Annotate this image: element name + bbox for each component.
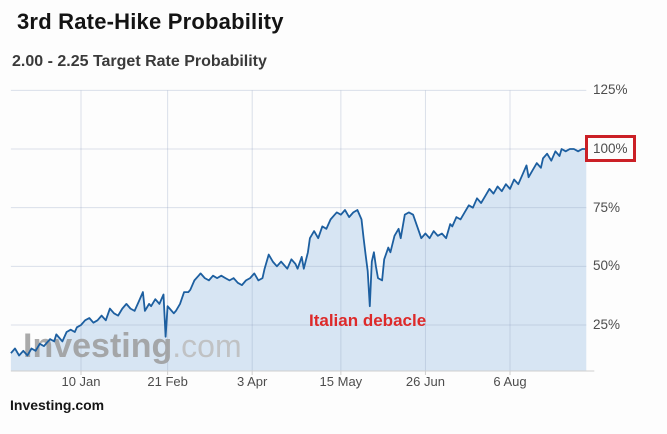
x-axis-label: 21 Feb [147, 374, 188, 389]
y-axis-label: 75% [593, 199, 621, 215]
x-axis-label: 3 Apr [237, 374, 268, 389]
y-axis-label: 100% [593, 141, 628, 156]
source-credit: Investing.com [10, 397, 105, 413]
chart-title: 3rd Rate-Hike Probability [17, 9, 284, 34]
y-axis-label: 125% [593, 82, 628, 98]
x-axis-label: 10 Jan [61, 374, 101, 389]
x-axis [10, 370, 595, 375]
x-axis-label: 6 Aug [493, 374, 527, 389]
highlight-box-100pct [585, 135, 636, 162]
x-axis-label: 26 Jun [405, 374, 445, 389]
y-axis-label: 25% [593, 317, 621, 332]
watermark-com: .com [172, 328, 241, 364]
series-line [10, 148, 587, 357]
series-area-fill [10, 149, 587, 371]
y-axis-label: 50% [593, 258, 621, 274]
event-annotation: Italian debacle [309, 311, 427, 330]
x-axis-label: 15 May [319, 374, 363, 389]
watermark-logo: Investing.com [23, 327, 242, 365]
chart-subtitle: 2.00 - 2.25 Target Rate Probability [12, 53, 267, 70]
watermark-investing: Investing [23, 327, 172, 365]
